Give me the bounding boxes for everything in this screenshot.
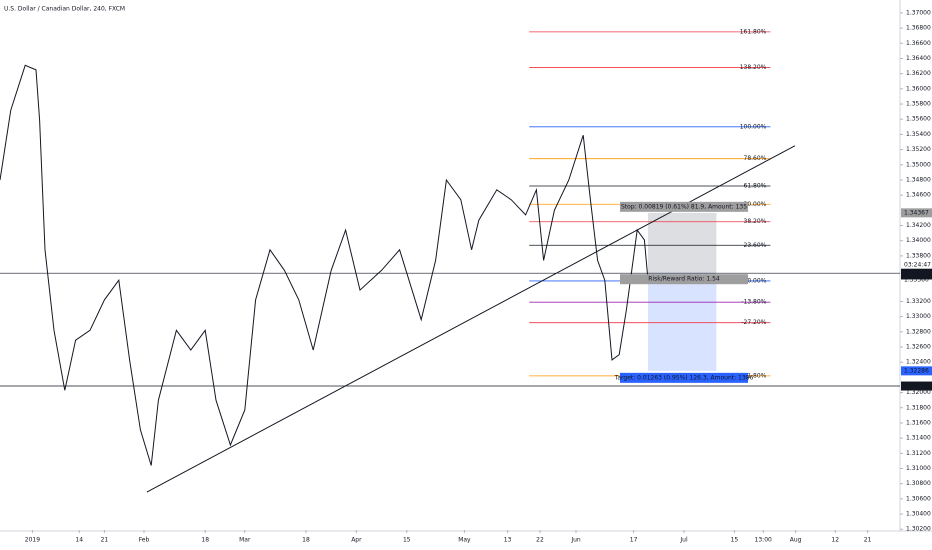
- price-tag: [901, 366, 932, 376]
- price-tag-label: 1.34367: [904, 209, 929, 216]
- y-tick-label: 1.34800: [906, 176, 931, 183]
- fib-label: -27.20%: [741, 319, 766, 326]
- x-tick-label: 21: [101, 537, 109, 544]
- y-tick-label: 1.31200: [906, 450, 931, 457]
- y-tick-label: 1.36000: [906, 85, 931, 92]
- x-tick-label: 13:00: [755, 537, 772, 544]
- price-tag-label: 1.32086: [904, 383, 929, 390]
- x-tick-label: 22: [536, 537, 544, 544]
- price-tag: [901, 381, 932, 391]
- price-tag: [901, 275, 932, 285]
- stop-zone: [648, 212, 717, 274]
- y-tick-label: 1.32000: [906, 389, 931, 396]
- x-tick-label: 15: [731, 537, 739, 544]
- x-tick-label: Jul: [679, 537, 688, 544]
- price-tag-label: 1.32286: [904, 367, 929, 374]
- x-tick-label: 2019: [25, 537, 40, 544]
- x-tick-label: Jun: [570, 537, 581, 544]
- y-tick-label: 1.31400: [906, 435, 931, 442]
- price-tag-label: 1.33560: [904, 277, 929, 284]
- countdown: 03:24:47: [904, 261, 931, 268]
- y-tick-label: 1.36800: [906, 25, 931, 32]
- y-tick-label: 1.35800: [906, 101, 931, 108]
- y-tick-label: 1.30800: [906, 480, 931, 487]
- y-tick-label: 1.33800: [906, 252, 931, 259]
- y-tick-label: 1.32600: [906, 344, 931, 351]
- x-tick-label: 15: [403, 537, 411, 544]
- x-tick-label: Feb: [139, 537, 150, 544]
- x-tick-label: 13: [504, 537, 512, 544]
- fib-label: 23.60%: [744, 242, 767, 249]
- y-tick-label: 1.31800: [906, 404, 931, 411]
- y-tick-label: 1.31600: [906, 419, 931, 426]
- x-tick-label: 18: [302, 537, 310, 544]
- y-tick-label: 1.30600: [906, 495, 931, 502]
- y-tick-label: 1.32400: [906, 359, 931, 366]
- price-tag: [901, 270, 932, 280]
- x-tick-label: Aug: [790, 537, 802, 544]
- x-tick-label: Mar: [239, 537, 251, 544]
- ratio-label-box: [620, 274, 748, 285]
- y-tick-label: 1.35000: [906, 161, 931, 168]
- chart-title: U.S. Dollar / Canadian Dollar, 240, FXCM: [4, 6, 125, 13]
- y-tick-label: 1.35600: [906, 116, 931, 123]
- fib-label: 61.80%: [744, 372, 767, 379]
- x-tick-label: 12: [831, 537, 839, 544]
- y-tick-label: 1.31000: [906, 465, 931, 472]
- y-tick-label: 1.34600: [906, 192, 931, 199]
- x-tick-label: 14: [75, 537, 83, 544]
- fib-label: 138.20%: [740, 64, 767, 71]
- x-tick-label: 21: [864, 537, 872, 544]
- ratio-label: Risk/Reward Ratio: 1.54: [648, 276, 720, 283]
- fib-label: 161.80%: [740, 28, 767, 35]
- price-tag-label: 1.33549: [904, 271, 929, 278]
- y-tick-label: 1.37000: [906, 9, 931, 16]
- price-tag: [901, 208, 932, 218]
- fib-label: 61.80%: [744, 183, 767, 190]
- y-tick-label: 1.33200: [906, 298, 931, 305]
- x-tick-label: May: [458, 537, 471, 544]
- fib-label: -13.80%: [741, 299, 766, 306]
- y-tick-label: 1.36600: [906, 40, 931, 47]
- y-tick-label: 1.34000: [906, 237, 931, 244]
- y-tick-label: 1.36200: [906, 70, 931, 77]
- stop-label: Stop: 0.00819 (0.61%) 81.9, Amount: 135: [621, 203, 747, 210]
- y-tick-label: 1.32800: [906, 328, 931, 335]
- target-label: Target: 0.01263 (0.95%) 126.3, Amount: 1…: [614, 374, 754, 381]
- y-tick-label: 1.34200: [906, 222, 931, 229]
- y-tick-label: 1.36400: [906, 55, 931, 62]
- y-tick-label: 1.35200: [906, 146, 931, 153]
- y-tick-label: 1.30200: [906, 526, 931, 533]
- x-tick-label: 18: [201, 537, 209, 544]
- fib-label: 38.20%: [744, 218, 767, 225]
- fib-label: 78.60%: [744, 155, 767, 162]
- fib-label: 0.00%: [747, 277, 766, 284]
- y-tick-label: 1.30400: [906, 511, 931, 518]
- fib-label: 50.00%: [744, 201, 767, 208]
- price-line: [0, 64, 649, 466]
- stop-label-box: [620, 201, 748, 212]
- y-tick-label: 1.33000: [906, 313, 931, 320]
- x-tick-label: Apr: [351, 537, 362, 544]
- x-tick-label: 17: [630, 537, 638, 544]
- target-label-box: [620, 372, 748, 383]
- fib-label: 100.00%: [740, 123, 767, 130]
- target-zone: [648, 273, 717, 371]
- y-tick-label: 1.35400: [906, 131, 931, 138]
